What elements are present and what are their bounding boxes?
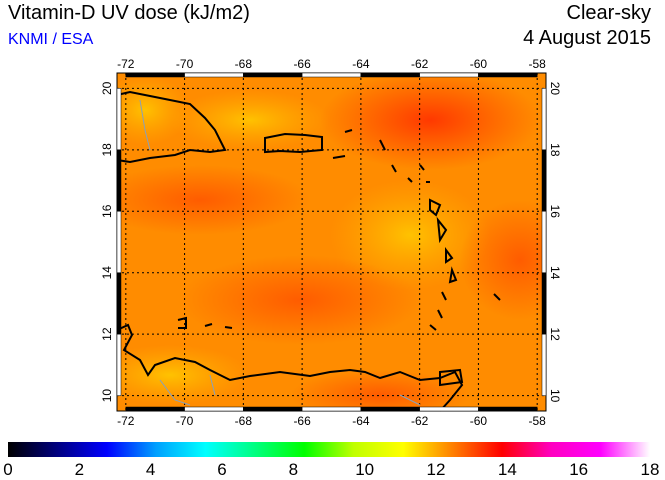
- frame-bar: [301, 72, 362, 78]
- lon-label: -66: [293, 57, 311, 71]
- coastlines: [116, 90, 501, 412]
- lon-label: -64: [352, 57, 370, 71]
- frame-bar: [184, 72, 244, 78]
- frame-tick-bars: [116, 72, 547, 412]
- lon-label: -72: [117, 57, 135, 71]
- lon-label: -70: [176, 57, 194, 71]
- frame-bar: [116, 272, 122, 335]
- lat-label: 16: [100, 204, 114, 218]
- frame-bar: [419, 72, 479, 78]
- lat-label: 12: [548, 328, 562, 342]
- colorbar-tick-label: 14: [498, 460, 517, 479]
- lon-label: -58: [529, 57, 547, 71]
- lat-label: 18: [548, 143, 562, 157]
- virgin-islands-coast: [332, 129, 430, 183]
- frame-bar: [541, 272, 547, 335]
- lat-label: 12: [100, 327, 114, 341]
- colorbar-tick-label: 12: [427, 460, 446, 479]
- lat-label: 20: [548, 82, 562, 96]
- map-title: Vitamin-D UV dose (kJ/m2): [8, 2, 250, 24]
- colorbar-tick-label: 2: [75, 460, 84, 479]
- lat-label: 18: [100, 143, 114, 157]
- lon-label: -68: [235, 57, 253, 71]
- frame-bar: [541, 333, 547, 396]
- frame-bar: [478, 72, 538, 78]
- lon-label: -60: [470, 57, 488, 71]
- lat-label: 16: [548, 205, 562, 219]
- frame-bar: [116, 88, 122, 151]
- lon-label: -68: [235, 414, 253, 428]
- colorbar-tick-label: 0: [3, 460, 12, 479]
- frame-bar: [478, 406, 538, 412]
- frame-bar: [360, 406, 420, 412]
- lon-label: -62: [411, 57, 429, 71]
- frame-bar: [116, 211, 122, 273]
- colorbar-tick-label: 16: [569, 460, 588, 479]
- aruba-curacao-coast: [177, 316, 233, 329]
- colorbar-tick-label: 6: [217, 460, 226, 479]
- lon-label: -72: [117, 414, 135, 428]
- lat-label: 10: [548, 389, 562, 403]
- colorbar-tick-label: 18: [641, 460, 660, 479]
- hispaniola-coast: [116, 90, 227, 164]
- frame-bar: [243, 72, 303, 78]
- frame-bar: [360, 72, 420, 78]
- lon-label: -58: [529, 414, 547, 428]
- lat-labels-left: 20 18 16 14 12 10: [100, 81, 114, 402]
- date-label: 4 August 2015: [523, 27, 651, 49]
- lat-label: 14: [548, 266, 562, 280]
- frame-bar: [541, 211, 547, 273]
- mode-label: Clear-sky: [566, 2, 651, 24]
- colorbar: [8, 442, 650, 457]
- frame-bar: [541, 88, 547, 151]
- frame-bar: [301, 406, 362, 412]
- lon-labels-top: -72 -70 -68 -66 -64 -62 -60 -58: [117, 57, 546, 71]
- frame-bar: [116, 333, 122, 396]
- borders: [139, 99, 421, 406]
- lon-label: -62: [411, 414, 429, 428]
- lon-label: -66: [293, 414, 311, 428]
- graticule: [117, 73, 546, 411]
- lat-label: 10: [100, 389, 114, 403]
- frame-bar: [541, 149, 547, 212]
- frame-bar: [184, 406, 244, 412]
- lon-label: -60: [470, 414, 488, 428]
- lat-labels-right: 20 18 16 14 12 10: [548, 82, 562, 403]
- frame-bar: [243, 406, 303, 412]
- frame-bar: [125, 72, 185, 78]
- lat-label: 20: [100, 81, 114, 95]
- lon-labels-bottom: -72 -70 -68 -66 -64 -62 -60 -58: [117, 414, 546, 428]
- colorbar-tick-label: 4: [146, 460, 155, 479]
- lat-label: 14: [100, 266, 114, 280]
- colorbar-labels: 0 2 4 6 8 10 12 14 16 18: [3, 460, 659, 479]
- frame-bar: [116, 149, 122, 212]
- lon-label: -70: [176, 414, 194, 428]
- lesser-antilles-coast: [429, 198, 501, 331]
- uv-field: [117, 73, 546, 411]
- trinidad-coast: [439, 368, 464, 387]
- frame-bar: [125, 406, 185, 412]
- colorbar-tick-label: 8: [289, 460, 298, 479]
- colorbar-tick-label: 10: [355, 460, 374, 479]
- puerto-rico-coast: [264, 132, 323, 154]
- credit-label: KNMI / ESA: [8, 31, 94, 48]
- frame-bar: [419, 406, 479, 412]
- lon-label: -64: [352, 414, 370, 428]
